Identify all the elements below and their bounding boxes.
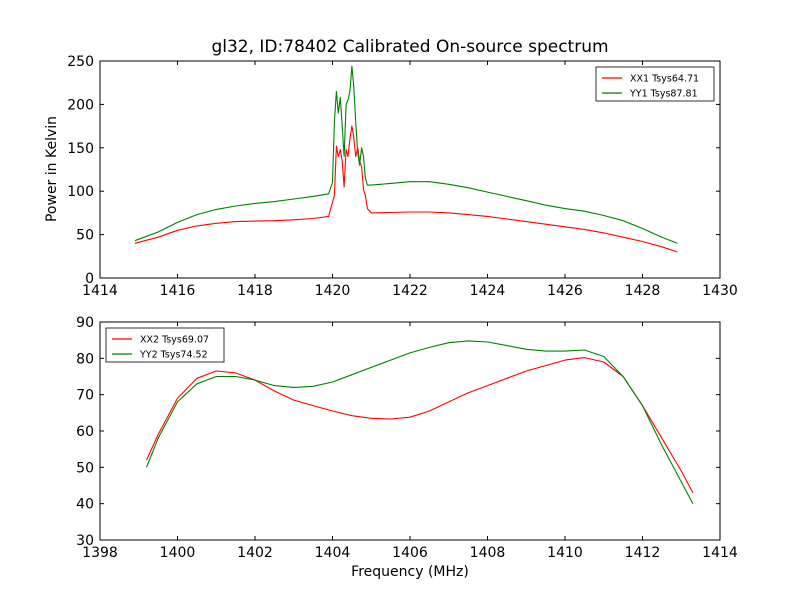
x-tick-label: 1422 [392, 283, 428, 299]
x-tick-label: 1420 [315, 283, 351, 299]
x-tick-label: 1400 [160, 545, 196, 561]
y-tick-label: 150 [67, 141, 94, 157]
y-tick-label: 30 [76, 533, 94, 549]
y-tick-label: 250 [67, 54, 94, 70]
x-tick-label: 1410 [547, 545, 583, 561]
y-tick-label: 100 [67, 184, 94, 200]
x-tick-label: 1408 [470, 545, 506, 561]
x-tick-label: 1404 [315, 545, 351, 561]
legend-label: YY2 Tsys74.52 [139, 350, 208, 361]
y-axis-label-top: Power in Kelvin [44, 116, 60, 222]
y-tick-label: 70 [76, 388, 94, 404]
x-tick-label: 1406 [392, 545, 428, 561]
series-line-yy1 [134, 65, 678, 244]
x-tick-label: 1418 [237, 283, 273, 299]
legend-label: XX2 Tsys69.07 [140, 335, 209, 346]
y-tick-label: 40 [76, 497, 94, 513]
legend-label: XX1 Tsys64.71 [630, 74, 699, 85]
legend-box [105, 327, 225, 363]
series-line-xx1 [134, 125, 678, 253]
bottom-panel: 1398 1400 1402 1404 1406 1408 1410 1412 1414 30 40… [76, 315, 738, 561]
y-tick-label: 50 [76, 460, 94, 476]
x-tick-label: 1416 [160, 283, 196, 299]
x-tick-label: 1428 [625, 283, 661, 299]
series-line-xx2 [145, 357, 694, 494]
x-tick-label: 1424 [470, 283, 506, 299]
series-line-yy2 [145, 340, 694, 504]
y-tick-label: 200 [67, 97, 94, 113]
y-tick-label: 90 [76, 315, 94, 331]
x-axis-label-bottom: Frequency (MHz) [351, 564, 469, 580]
legend-box [595, 66, 715, 102]
y-tick-label: 60 [76, 424, 94, 440]
legend-label: YY1 Tsys87.81 [629, 89, 698, 100]
x-tick-label: 1402 [237, 545, 273, 561]
x-tick-label: 1426 [547, 283, 583, 299]
x-tick-label: 1398 [82, 545, 118, 561]
x-tick-label: 1414 [82, 283, 118, 299]
y-tick-label: 80 [76, 351, 94, 367]
legend: XX1 Tsys64.71 YY1 Tsys87.81 [595, 66, 715, 102]
y-tick-label: 0 [85, 271, 94, 287]
x-tick-label: 1430 [702, 283, 738, 299]
chart-title: gl32, ID:78402 Calibrated On-source spec… [211, 37, 608, 57]
legend: XX2 Tsys69.07 YY2 Tsys74.52 [105, 327, 225, 363]
x-tick-label: 1412 [625, 545, 661, 561]
y-tick-label: 50 [76, 228, 94, 244]
top-panel: 1414 1416 1418 1420 1422 1424 1426 1428 1430 0 50 1… [67, 54, 738, 299]
x-tick-label: 1414 [702, 545, 738, 561]
